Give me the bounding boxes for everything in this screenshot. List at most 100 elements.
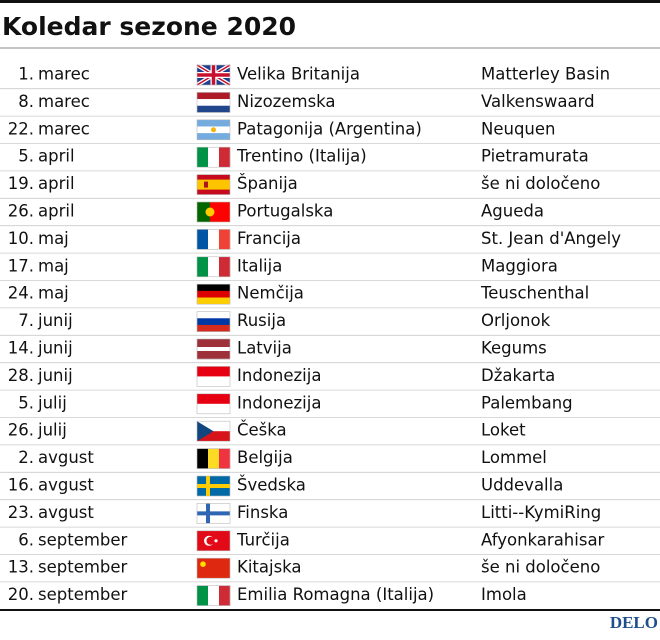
flag-band [197, 65, 230, 85]
venue: Pietramurata [481, 147, 589, 166]
flag-band [197, 421, 230, 432]
flag-border [196, 283, 231, 305]
flag [196, 475, 231, 497]
date-month: september [38, 585, 128, 604]
flag-band [197, 318, 230, 326]
venue: še ni določeno [481, 558, 600, 577]
date-day: 14. [8, 339, 34, 358]
country: Kitajska [237, 558, 302, 577]
venue: Litti--KymiRing [481, 503, 601, 522]
country: Portugalska [237, 202, 333, 221]
flag-band [197, 431, 230, 442]
flag-band [197, 366, 230, 377]
flag-band [208, 448, 220, 469]
flag-band [197, 256, 209, 277]
flag-emblem [205, 207, 215, 217]
date-day: 8. [18, 92, 34, 111]
flag [196, 530, 231, 552]
flag-band [197, 355, 230, 360]
venue: Džakarta [481, 366, 555, 385]
flag [196, 585, 231, 606]
date-month: avgust [38, 503, 94, 522]
flag-border [196, 557, 231, 579]
flag [196, 393, 231, 415]
flag-band [197, 297, 230, 305]
country: Velika Britanija [237, 65, 360, 84]
flag-emblem [200, 561, 206, 567]
date-month: julij [37, 421, 67, 440]
country: Španija [237, 174, 298, 193]
date-month: junij [37, 366, 73, 385]
country: Švedska [237, 476, 306, 495]
venue: Matterley Basin [481, 65, 610, 84]
flag-border [196, 366, 231, 387]
flag-band [197, 339, 230, 344]
date-day: 26. [8, 202, 34, 221]
flag-band [197, 393, 230, 404]
flag [196, 338, 231, 360]
flag-band [197, 92, 230, 100]
flag [196, 448, 231, 469]
flag-band [197, 324, 230, 332]
date-month: september [38, 558, 128, 577]
date-month: junij [37, 339, 73, 358]
flag-border [196, 420, 231, 442]
country: Latvija [237, 339, 292, 358]
flag-band [197, 585, 209, 606]
venue: Maggiora [481, 256, 558, 275]
date-day: 10. [8, 229, 34, 248]
flag [196, 92, 231, 113]
date-day: 2. [18, 448, 34, 467]
venue: Neuquen [481, 119, 556, 138]
flag-band [219, 448, 231, 469]
flag-band [197, 290, 230, 298]
flag-band [197, 351, 230, 356]
flag-band [197, 229, 209, 250]
venue: Valkenswaard [481, 92, 595, 111]
flag-emblem [206, 536, 215, 545]
flag-band [208, 229, 220, 250]
date-month: maj [38, 256, 69, 275]
flag [196, 174, 231, 195]
flag-band [197, 503, 230, 524]
flag-border [196, 146, 231, 168]
date-month: marec [38, 92, 90, 111]
flag-band [197, 343, 230, 348]
flag-emblem [204, 181, 208, 188]
logo: DELO [610, 613, 658, 632]
flag-border [196, 174, 231, 195]
flag-band [219, 147, 231, 168]
flag [196, 311, 231, 332]
flag-band [197, 311, 230, 319]
flag [196, 119, 231, 141]
flag-border [196, 448, 231, 469]
country: Nemčija [237, 284, 304, 303]
flag-band [208, 585, 220, 606]
date-month: september [38, 530, 128, 549]
date-day: 19. [8, 174, 34, 193]
date-month: april [38, 202, 75, 221]
country: Francija [237, 229, 301, 248]
flag-band [197, 147, 209, 168]
country: Rusija [237, 311, 286, 330]
country: Italija [237, 256, 282, 275]
flag [196, 366, 231, 387]
flag-border [196, 229, 231, 250]
flag-border [196, 530, 231, 552]
venue: Imola [481, 585, 527, 604]
date-day: 23. [8, 503, 34, 522]
flag-band [208, 147, 220, 168]
venue: Loket [481, 421, 526, 440]
date-month: junij [37, 311, 73, 330]
flag-border [196, 92, 231, 113]
flag-band [197, 476, 230, 496]
flag-border [196, 585, 231, 606]
country: Emilia Romagna (Italija) [237, 585, 434, 604]
date-month: avgust [38, 476, 94, 495]
flag [196, 229, 231, 250]
date-month: april [38, 147, 75, 166]
country: Turčija [236, 530, 290, 549]
date-day: 28. [8, 366, 34, 385]
date-month: julij [37, 393, 67, 412]
flag-band [219, 256, 231, 277]
